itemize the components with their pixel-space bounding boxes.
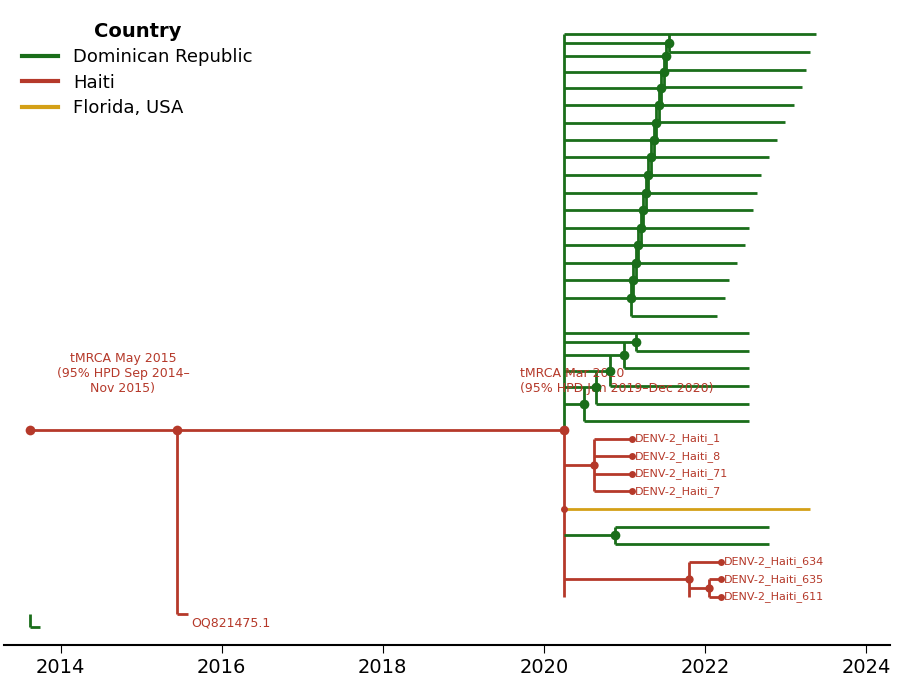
Legend: Dominican Republic, Haiti, Florida, USA: Dominican Republic, Haiti, Florida, USA bbox=[14, 13, 261, 126]
Text: tMRCA May 2015
(95% HPD Sep 2014–
Nov 2015): tMRCA May 2015 (95% HPD Sep 2014– Nov 20… bbox=[57, 352, 189, 395]
Text: DENV-2_Haiti_1: DENV-2_Haiti_1 bbox=[634, 433, 721, 444]
Text: DENV-2_Haiti_8: DENV-2_Haiti_8 bbox=[634, 451, 721, 462]
Text: DENV-2_Haiti_611: DENV-2_Haiti_611 bbox=[724, 591, 824, 602]
Text: tMRCA Mar 2020
(95% HPD Jun 2019–Dec 2020): tMRCA Mar 2020 (95% HPD Jun 2019–Dec 202… bbox=[519, 367, 713, 395]
Text: DENV-2_Haiti_634: DENV-2_Haiti_634 bbox=[724, 556, 824, 567]
Text: DENV-2_Haiti_71: DENV-2_Haiti_71 bbox=[634, 469, 728, 479]
Text: OQ821475.1: OQ821475.1 bbox=[191, 617, 270, 630]
Text: DENV-2_Haiti_635: DENV-2_Haiti_635 bbox=[724, 574, 824, 585]
Text: DENV-2_Haiti_7: DENV-2_Haiti_7 bbox=[634, 486, 721, 497]
